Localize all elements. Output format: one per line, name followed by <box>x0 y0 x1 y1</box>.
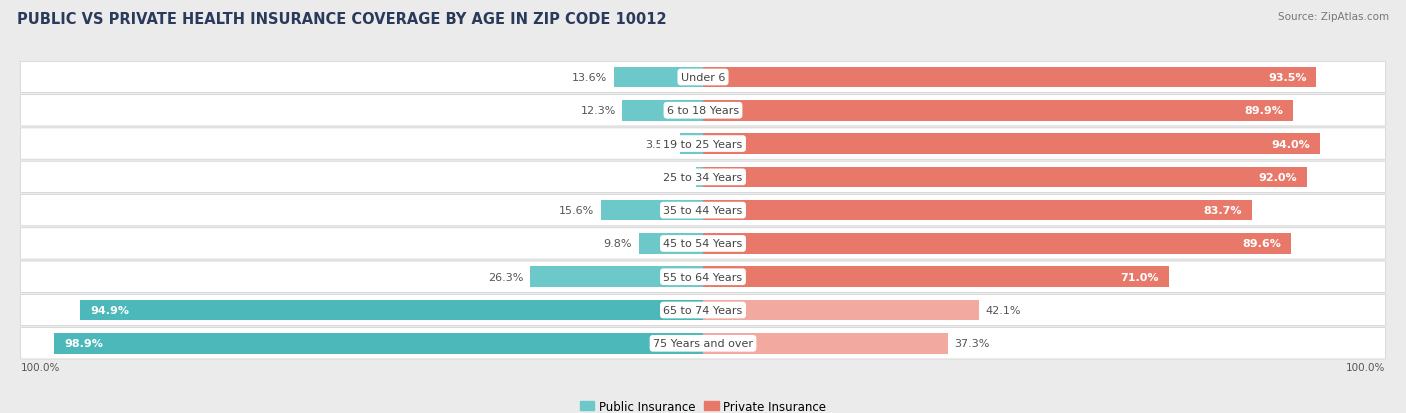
Text: 94.0%: 94.0% <box>1271 139 1310 149</box>
Text: 75 Years and over: 75 Years and over <box>652 339 754 349</box>
Text: 89.9%: 89.9% <box>1244 106 1284 116</box>
Text: 93.5%: 93.5% <box>1268 73 1306 83</box>
Bar <box>703 233 1291 254</box>
Text: 6 to 18 Years: 6 to 18 Years <box>666 106 740 116</box>
Bar <box>530 267 703 287</box>
FancyBboxPatch shape <box>21 261 1385 293</box>
Bar <box>53 333 703 354</box>
Text: 83.7%: 83.7% <box>1204 206 1243 216</box>
Bar <box>638 233 703 254</box>
Text: 55 to 64 Years: 55 to 64 Years <box>664 272 742 282</box>
Text: 15.6%: 15.6% <box>558 206 595 216</box>
Text: 25 to 34 Years: 25 to 34 Years <box>664 173 742 183</box>
FancyBboxPatch shape <box>21 95 1385 127</box>
Bar <box>703 200 1253 221</box>
Text: 65 to 74 Years: 65 to 74 Years <box>664 305 742 315</box>
Text: Under 6: Under 6 <box>681 73 725 83</box>
Text: 42.1%: 42.1% <box>986 305 1021 315</box>
Text: 3.5%: 3.5% <box>645 139 673 149</box>
Text: PUBLIC VS PRIVATE HEALTH INSURANCE COVERAGE BY AGE IN ZIP CODE 10012: PUBLIC VS PRIVATE HEALTH INSURANCE COVER… <box>17 12 666 27</box>
Bar <box>703 267 1168 287</box>
Text: 19 to 25 Years: 19 to 25 Years <box>664 139 742 149</box>
Bar <box>623 101 703 121</box>
Bar <box>703 333 948 354</box>
Text: 13.6%: 13.6% <box>572 73 607 83</box>
FancyBboxPatch shape <box>21 294 1385 326</box>
Text: 26.3%: 26.3% <box>488 272 524 282</box>
Bar <box>703 300 979 320</box>
Bar <box>681 134 703 154</box>
Text: 1.0%: 1.0% <box>662 173 690 183</box>
Text: 98.9%: 98.9% <box>63 339 103 349</box>
Bar <box>703 67 1316 88</box>
Bar <box>703 134 1320 154</box>
Text: 12.3%: 12.3% <box>581 106 616 116</box>
Text: Source: ZipAtlas.com: Source: ZipAtlas.com <box>1278 12 1389 22</box>
FancyBboxPatch shape <box>21 62 1385 93</box>
Text: 94.9%: 94.9% <box>90 305 129 315</box>
FancyBboxPatch shape <box>21 195 1385 226</box>
FancyBboxPatch shape <box>21 328 1385 359</box>
Text: 9.8%: 9.8% <box>603 239 633 249</box>
Text: 35 to 44 Years: 35 to 44 Years <box>664 206 742 216</box>
Bar <box>703 101 1294 121</box>
Bar <box>80 300 703 320</box>
FancyBboxPatch shape <box>21 128 1385 160</box>
Text: 89.6%: 89.6% <box>1241 239 1281 249</box>
Text: 45 to 54 Years: 45 to 54 Years <box>664 239 742 249</box>
FancyBboxPatch shape <box>21 162 1385 193</box>
Bar <box>614 67 703 88</box>
Text: 100.0%: 100.0% <box>21 362 60 373</box>
Text: 92.0%: 92.0% <box>1258 173 1296 183</box>
Text: 71.0%: 71.0% <box>1121 272 1159 282</box>
Bar <box>600 200 703 221</box>
Text: 100.0%: 100.0% <box>1346 362 1385 373</box>
Bar <box>696 167 703 188</box>
Legend: Public Insurance, Private Insurance: Public Insurance, Private Insurance <box>575 395 831 413</box>
FancyBboxPatch shape <box>21 228 1385 259</box>
Text: 37.3%: 37.3% <box>955 339 990 349</box>
Bar <box>703 167 1306 188</box>
